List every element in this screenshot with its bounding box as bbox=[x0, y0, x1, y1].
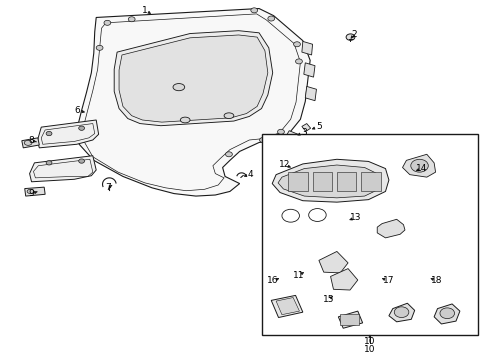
Polygon shape bbox=[301, 123, 310, 131]
Polygon shape bbox=[303, 63, 314, 77]
Ellipse shape bbox=[250, 8, 257, 13]
Ellipse shape bbox=[259, 138, 266, 143]
Text: 2: 2 bbox=[351, 30, 356, 39]
Ellipse shape bbox=[267, 16, 274, 21]
Text: 12: 12 bbox=[278, 160, 289, 169]
Polygon shape bbox=[305, 86, 316, 101]
Polygon shape bbox=[336, 172, 356, 192]
Text: 17: 17 bbox=[382, 276, 393, 285]
Ellipse shape bbox=[295, 59, 302, 64]
Polygon shape bbox=[114, 31, 272, 126]
Ellipse shape bbox=[46, 161, 52, 165]
Ellipse shape bbox=[410, 159, 427, 172]
Ellipse shape bbox=[439, 308, 454, 319]
Polygon shape bbox=[271, 296, 302, 318]
Polygon shape bbox=[30, 156, 96, 182]
Polygon shape bbox=[287, 172, 307, 192]
Ellipse shape bbox=[346, 34, 354, 40]
Polygon shape bbox=[22, 138, 39, 148]
Ellipse shape bbox=[27, 189, 34, 194]
Text: 11: 11 bbox=[293, 270, 304, 279]
Polygon shape bbox=[402, 154, 435, 177]
Text: 4: 4 bbox=[247, 170, 253, 179]
Text: 1: 1 bbox=[142, 6, 148, 15]
Ellipse shape bbox=[96, 45, 103, 50]
Text: 13: 13 bbox=[349, 213, 360, 222]
Polygon shape bbox=[376, 219, 404, 238]
Ellipse shape bbox=[293, 42, 300, 47]
Text: 10: 10 bbox=[364, 337, 375, 346]
Polygon shape bbox=[388, 303, 414, 322]
Ellipse shape bbox=[393, 307, 408, 318]
Text: 14: 14 bbox=[415, 164, 427, 173]
Ellipse shape bbox=[46, 131, 52, 136]
Polygon shape bbox=[338, 311, 362, 328]
Text: 7: 7 bbox=[105, 183, 111, 192]
Text: 16: 16 bbox=[266, 276, 278, 285]
Polygon shape bbox=[119, 35, 267, 122]
Text: 5: 5 bbox=[315, 122, 321, 131]
Polygon shape bbox=[285, 131, 297, 141]
Ellipse shape bbox=[104, 20, 111, 25]
Ellipse shape bbox=[277, 129, 284, 134]
Ellipse shape bbox=[225, 152, 232, 157]
Polygon shape bbox=[330, 269, 357, 290]
Ellipse shape bbox=[224, 113, 233, 118]
Ellipse shape bbox=[128, 17, 135, 22]
Ellipse shape bbox=[79, 126, 84, 130]
Text: 15: 15 bbox=[322, 295, 334, 304]
Polygon shape bbox=[77, 9, 309, 196]
Polygon shape bbox=[278, 165, 380, 198]
Polygon shape bbox=[318, 251, 347, 273]
Text: 18: 18 bbox=[430, 276, 442, 285]
Ellipse shape bbox=[180, 117, 190, 123]
Ellipse shape bbox=[24, 140, 32, 145]
Bar bbox=[261, 134, 477, 336]
Text: 8: 8 bbox=[29, 136, 34, 145]
Polygon shape bbox=[361, 172, 380, 192]
Polygon shape bbox=[433, 304, 459, 324]
Polygon shape bbox=[276, 297, 299, 315]
Polygon shape bbox=[37, 120, 99, 148]
Text: 3: 3 bbox=[300, 128, 306, 137]
Text: 6: 6 bbox=[74, 106, 80, 115]
Polygon shape bbox=[301, 41, 312, 55]
Polygon shape bbox=[312, 172, 331, 192]
Ellipse shape bbox=[79, 159, 84, 163]
Polygon shape bbox=[272, 159, 388, 202]
Ellipse shape bbox=[173, 84, 184, 91]
Bar bbox=[340, 314, 358, 325]
Polygon shape bbox=[25, 187, 45, 196]
Text: 10: 10 bbox=[363, 345, 375, 354]
Text: 9: 9 bbox=[29, 189, 34, 198]
